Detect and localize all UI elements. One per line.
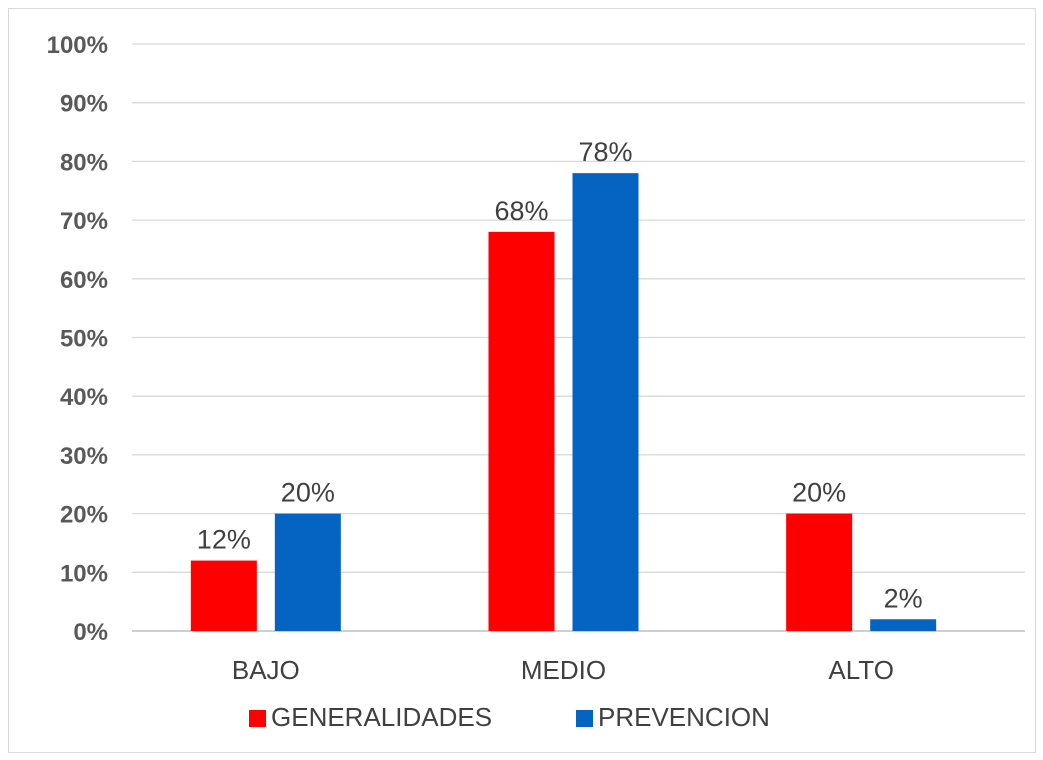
y-tick-label: 40% [60, 384, 108, 411]
y-tick-label: 0% [73, 619, 108, 646]
y-tick-label: 10% [60, 560, 108, 587]
y-tick-label: 20% [60, 502, 108, 529]
data-label: 78% [578, 137, 632, 167]
data-labels: 12% 20% 68% 78% 20% 2% [197, 137, 923, 613]
data-label: 20% [792, 478, 846, 508]
bar-generalidades-alto [786, 513, 853, 631]
bars [190, 173, 937, 631]
bar-prevencion-bajo [274, 513, 341, 631]
bar-prevencion-medio [572, 173, 639, 631]
legend: GENERALIDADES PREVENCION [249, 702, 770, 732]
legend-swatch [249, 710, 266, 727]
x-tick-label: ALTO [828, 655, 894, 685]
legend-label: PREVENCION [598, 702, 770, 732]
y-tick-label: 100% [47, 32, 108, 59]
y-tick-label: 70% [60, 208, 108, 235]
y-tick-label: 90% [60, 91, 108, 118]
legend-label: GENERALIDADES [271, 702, 492, 732]
x-tick-label: MEDIO [521, 655, 606, 685]
x-tick-label: BAJO [232, 655, 300, 685]
legend-swatch [576, 710, 593, 727]
data-label: 2% [884, 583, 923, 613]
data-label: 12% [197, 525, 251, 555]
bar-generalidades-bajo [190, 560, 257, 631]
x-axis-tick-labels: BAJO MEDIO ALTO [232, 655, 894, 685]
bar-generalidades-medio [488, 231, 555, 631]
y-tick-label: 60% [60, 267, 108, 294]
data-label: 68% [494, 196, 548, 226]
bar-prevencion-alto [870, 619, 937, 631]
y-tick-label: 30% [60, 443, 108, 470]
y-tick-label: 50% [60, 326, 108, 353]
y-tick-label: 80% [60, 149, 108, 176]
y-axis-tick-labels: 0% 10% 20% 30% 40% 50% 60% 70% 80% 90% 100% [47, 32, 108, 646]
data-label: 20% [281, 478, 335, 508]
